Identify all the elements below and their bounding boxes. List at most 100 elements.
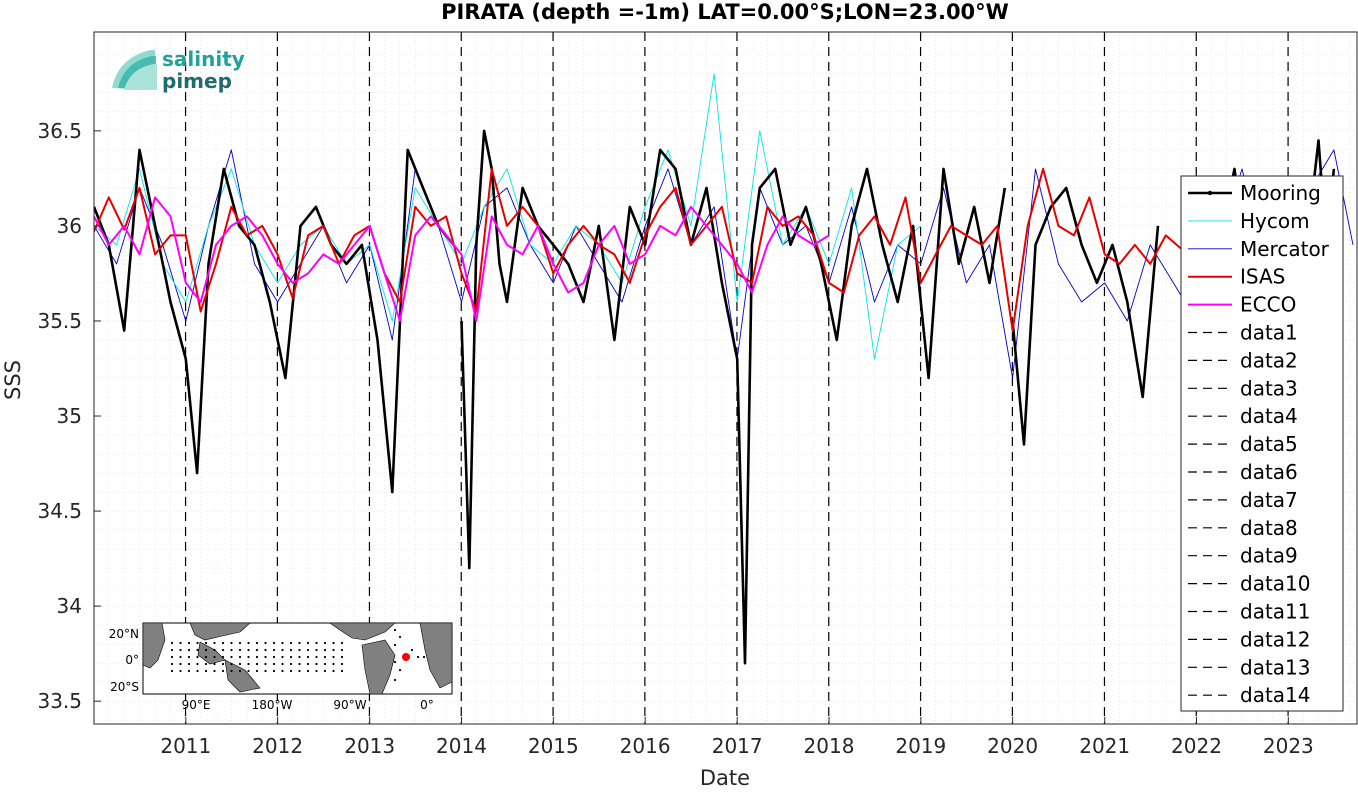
mooring-dot bbox=[238, 655, 242, 659]
x-tick-label: 2011 bbox=[160, 734, 211, 758]
mooring-dot bbox=[238, 648, 242, 652]
logo-text-salinity: salinity bbox=[162, 47, 245, 71]
legend-label: data3 bbox=[1240, 376, 1298, 400]
mooring-dot bbox=[410, 648, 414, 652]
legend-label: data4 bbox=[1240, 404, 1298, 428]
mooring-dot bbox=[323, 641, 327, 645]
mooring-dot bbox=[422, 655, 426, 659]
mooring-dot bbox=[213, 641, 216, 645]
x-axis-label: Date bbox=[700, 766, 750, 790]
series-line-hycom bbox=[94, 73, 922, 360]
mooring-dot bbox=[204, 669, 208, 673]
mooring-dot bbox=[264, 662, 267, 666]
legend-item-data8: data8 bbox=[1188, 516, 1298, 540]
y-tick-label: 36 bbox=[57, 214, 82, 238]
legend-label: data9 bbox=[1240, 544, 1298, 568]
x-tick-label: 2017 bbox=[712, 734, 763, 758]
mooring-dot bbox=[306, 648, 310, 652]
mooring-dot bbox=[221, 648, 225, 652]
legend: Mooring Hycom Mercator ISAS ECCO data1 data2 da… bbox=[1180, 175, 1344, 712]
mooring-dot bbox=[230, 662, 233, 666]
mooring-dot bbox=[179, 641, 182, 645]
mooring-dot bbox=[179, 648, 182, 652]
mooring-dot bbox=[340, 648, 344, 652]
mooring-dot bbox=[170, 648, 174, 652]
mooring-dot bbox=[221, 662, 225, 666]
mooring-dot bbox=[298, 641, 301, 645]
x-tick-label: 2016 bbox=[620, 734, 671, 758]
mooring-dot bbox=[323, 662, 327, 666]
mooring-dot bbox=[306, 669, 310, 673]
legend-item-data13: data13 bbox=[1188, 655, 1311, 679]
mooring-dot bbox=[315, 648, 318, 652]
mooring-dot bbox=[179, 669, 182, 673]
inset-map-land bbox=[142, 622, 453, 695]
mooring-dot bbox=[332, 641, 335, 645]
mooring-dot bbox=[289, 669, 293, 673]
mooring-dot bbox=[298, 655, 301, 659]
mooring-dot bbox=[247, 662, 250, 666]
mooring-dot bbox=[264, 655, 267, 659]
mooring-dot bbox=[332, 655, 335, 659]
inset-lon-label-90w: 90°W bbox=[333, 698, 366, 712]
series-line-mooring bbox=[1011, 186, 1160, 446]
mooring-dot bbox=[255, 648, 259, 652]
y-tick-label: 33.5 bbox=[37, 689, 82, 713]
mooring-dot bbox=[255, 669, 259, 673]
series-line-ecco bbox=[94, 196, 830, 322]
inset-lon-label-180w: 180°W bbox=[252, 698, 293, 712]
y-tick-label: 34.5 bbox=[37, 499, 82, 523]
legend-label: data1 bbox=[1240, 321, 1298, 345]
y-tick-label: 34 bbox=[57, 594, 82, 618]
mooring-dot bbox=[393, 660, 397, 664]
mooring-dot bbox=[332, 669, 335, 673]
x-tick-label: 2022 bbox=[1171, 734, 1222, 758]
mooring-dot bbox=[196, 669, 199, 673]
mooring-dot bbox=[230, 655, 233, 659]
mooring-dot bbox=[247, 669, 250, 673]
mooring-dot bbox=[170, 662, 174, 666]
mooring-dot bbox=[238, 662, 242, 666]
y-axis: 33.5 34 34.5 35 35.5 36 36.5 bbox=[37, 119, 101, 713]
legend-label: data7 bbox=[1240, 488, 1298, 512]
mooring-dot bbox=[204, 641, 208, 645]
legend-label: data12 bbox=[1240, 627, 1311, 651]
mooring-dot bbox=[281, 641, 284, 645]
mooring-dot bbox=[281, 669, 284, 673]
mooring-dot bbox=[306, 655, 310, 659]
legend-label: Mercator bbox=[1240, 237, 1330, 261]
mooring-dot bbox=[255, 655, 259, 659]
mooring-dot bbox=[416, 655, 420, 659]
mooring-dot bbox=[272, 648, 276, 652]
salinity-pimep-logo: salinity pimep bbox=[112, 47, 245, 93]
legend-label: Hycom bbox=[1240, 209, 1310, 233]
legend-label: data13 bbox=[1240, 655, 1311, 679]
mooring-dot bbox=[323, 669, 327, 673]
mooring-dot bbox=[340, 669, 344, 673]
mooring-dot bbox=[196, 648, 199, 652]
mooring-dot bbox=[393, 678, 397, 682]
legend-item-isas: ISAS bbox=[1188, 265, 1285, 289]
x-tick-label: 2019 bbox=[895, 734, 946, 758]
legend-item-data1: data1 bbox=[1188, 321, 1298, 345]
mooring-dot bbox=[264, 641, 267, 645]
mooring-dot bbox=[170, 641, 174, 645]
mooring-dot bbox=[179, 655, 182, 659]
mooring-dot bbox=[340, 641, 344, 645]
inset-lat-label-0: 0° bbox=[125, 653, 139, 667]
mooring-dot bbox=[170, 669, 174, 673]
x-tick-label: 2020 bbox=[987, 734, 1038, 758]
legend-item-mooring: Mooring bbox=[1188, 181, 1321, 205]
legend-marker bbox=[1207, 190, 1213, 196]
legend-item-hycom: Hycom bbox=[1188, 209, 1310, 233]
mooring-dot bbox=[289, 641, 293, 645]
legend-label: ISAS bbox=[1240, 265, 1285, 289]
mooring-dot bbox=[306, 641, 310, 645]
mooring-dot bbox=[204, 662, 208, 666]
legend-item-data3: data3 bbox=[1188, 376, 1298, 400]
legend-label: data5 bbox=[1240, 432, 1298, 456]
x-tick-label: 2015 bbox=[528, 734, 579, 758]
mooring-dot bbox=[289, 655, 293, 659]
